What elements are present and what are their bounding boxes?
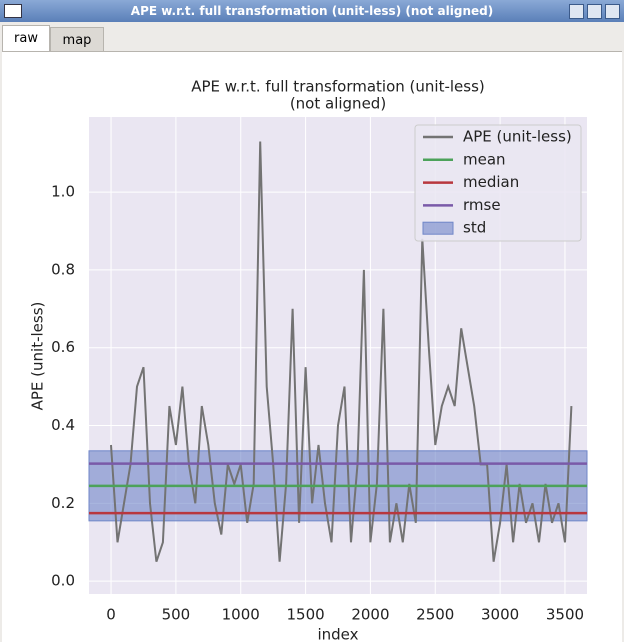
x-axis-label: index [317,626,358,642]
x-tick-label: 500 [162,606,191,624]
tab[interactable]: map [50,27,104,51]
legend-swatch [422,221,454,235]
legend [414,124,582,242]
x-tick-label: 2500 [416,606,454,624]
window-title: APE w.r.t. full transformation (unit-les… [130,4,494,18]
legend-label: mean [463,150,506,168]
y-tick-label: 0.0 [51,572,75,590]
x-tick-label: 1500 [286,606,324,624]
legend-label: std [463,219,486,237]
legend-label: APE (unit-less) [463,128,572,146]
y-tick-label: 0.2 [51,494,75,512]
chart-title: (not aligned) [290,95,386,113]
tab[interactable]: raw [2,25,50,53]
ape-line [110,141,573,563]
y-tick-label: 1.0 [51,183,75,201]
chart-title: APE w.r.t. full transformation (unit-les… [191,78,485,96]
minimize-button[interactable] [569,4,584,19]
x-tick-label: 3500 [546,606,584,624]
y-axis-label: APE (unit-less) [29,302,47,411]
legend-label: median [463,173,519,191]
y-tick-label: 0.6 [51,338,75,356]
title-bar: APE w.r.t. full transformation (unit-les… [0,0,624,22]
y-tick-label: 0.4 [51,416,75,434]
close-button[interactable] [605,4,620,19]
x-tick-label: 2000 [351,606,389,624]
legend-label: rmse [463,196,501,214]
maximize-button[interactable] [587,4,602,19]
window-icon[interactable] [4,4,22,18]
y-tick-label: 0.8 [51,260,75,278]
x-tick-label: 0 [106,606,116,624]
x-tick-label: 1000 [222,606,260,624]
x-tick-label: 3000 [481,606,519,624]
